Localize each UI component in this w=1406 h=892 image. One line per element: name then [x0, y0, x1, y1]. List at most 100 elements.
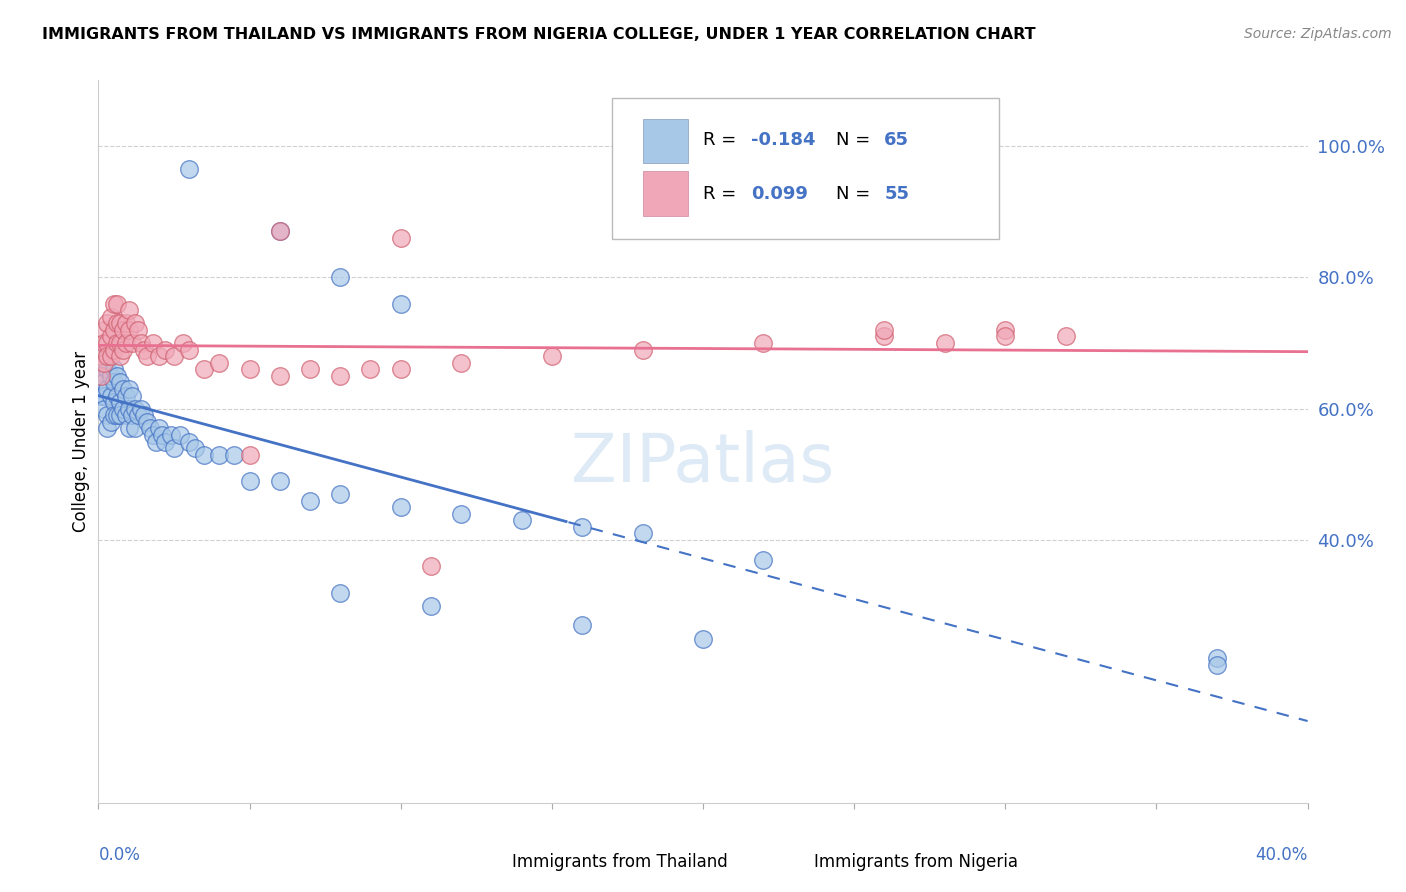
Point: [121, 409, 143, 423]
Text: ZIPatlas: ZIPatlas: [571, 430, 835, 496]
Point: [142, 336, 165, 351]
Point: [510, 513, 533, 527]
Point: [420, 559, 443, 574]
Point: [103, 376, 125, 390]
Point: [118, 421, 141, 435]
Point: [105, 336, 128, 351]
Point: [100, 310, 122, 324]
Point: [873, 323, 896, 337]
Text: N =: N =: [837, 131, 876, 149]
Point: [172, 336, 194, 351]
Point: [631, 526, 654, 541]
Point: [631, 343, 654, 357]
Point: [121, 388, 143, 402]
Point: [108, 376, 131, 390]
Point: [90, 349, 112, 363]
Point: [100, 349, 122, 363]
Point: [111, 401, 134, 416]
Point: [100, 388, 122, 402]
FancyBboxPatch shape: [643, 171, 689, 216]
Point: [360, 362, 382, 376]
Point: [153, 343, 176, 357]
Text: 40.0%: 40.0%: [1256, 847, 1308, 864]
Point: [389, 500, 412, 515]
Point: [239, 448, 262, 462]
Point: [163, 441, 186, 455]
Point: [103, 362, 125, 376]
Point: [571, 520, 593, 534]
Point: [118, 401, 141, 416]
Point: [93, 356, 115, 370]
Point: [111, 382, 134, 396]
FancyBboxPatch shape: [782, 851, 808, 873]
Point: [124, 421, 146, 435]
Text: 0.099: 0.099: [751, 185, 808, 202]
Point: [118, 323, 141, 337]
Point: [193, 362, 215, 376]
Point: [179, 434, 201, 449]
Point: [193, 448, 215, 462]
Point: [96, 421, 118, 435]
Point: [129, 336, 152, 351]
Point: [132, 343, 155, 357]
Y-axis label: College, Under 1 year: College, Under 1 year: [72, 351, 90, 533]
Text: R =: R =: [703, 131, 742, 149]
Point: [994, 329, 1017, 343]
Point: [450, 356, 472, 370]
Point: [139, 421, 162, 435]
Point: [208, 448, 231, 462]
Point: [105, 368, 128, 383]
Point: [269, 368, 291, 383]
Point: [105, 409, 128, 423]
Point: [96, 382, 118, 396]
Point: [129, 401, 152, 416]
Point: [105, 296, 128, 310]
FancyBboxPatch shape: [613, 98, 1000, 239]
Point: [135, 349, 157, 363]
Point: [239, 474, 262, 488]
Point: [108, 395, 131, 409]
Text: 55: 55: [884, 185, 910, 202]
Point: [127, 323, 149, 337]
Point: [389, 362, 412, 376]
Point: [752, 336, 775, 351]
Point: [160, 428, 183, 442]
Point: [571, 618, 593, 632]
Point: [208, 356, 231, 370]
Point: [108, 316, 131, 330]
Point: [692, 632, 714, 646]
Point: [169, 428, 191, 442]
Point: [179, 343, 201, 357]
Point: [1206, 657, 1229, 672]
Point: [96, 409, 118, 423]
Point: [96, 362, 118, 376]
Point: [103, 343, 125, 357]
Point: [389, 296, 412, 310]
Point: [124, 316, 146, 330]
Point: [127, 409, 149, 423]
Point: [96, 336, 118, 351]
Point: [100, 329, 122, 343]
Text: Source: ZipAtlas.com: Source: ZipAtlas.com: [1244, 27, 1392, 41]
Point: [934, 336, 956, 351]
Point: [90, 368, 112, 383]
Point: [90, 349, 112, 363]
Point: [103, 323, 125, 337]
Point: [121, 336, 143, 351]
Point: [1054, 329, 1077, 343]
Point: [269, 224, 291, 238]
Text: Immigrants from Nigeria: Immigrants from Nigeria: [814, 853, 1018, 871]
Text: Immigrants from Thailand: Immigrants from Thailand: [512, 853, 728, 871]
Point: [163, 349, 186, 363]
Point: [93, 401, 115, 416]
Point: [329, 368, 352, 383]
Text: R =: R =: [703, 185, 742, 202]
Point: [108, 336, 131, 351]
Point: [389, 231, 412, 245]
Point: [153, 434, 176, 449]
Point: [540, 349, 562, 363]
Point: [329, 585, 352, 599]
Point: [93, 388, 115, 402]
Point: [111, 323, 134, 337]
Text: IMMIGRANTS FROM THAILAND VS IMMIGRANTS FROM NIGERIA COLLEGE, UNDER 1 YEAR CORREL: IMMIGRANTS FROM THAILAND VS IMMIGRANTS F…: [42, 27, 1036, 42]
